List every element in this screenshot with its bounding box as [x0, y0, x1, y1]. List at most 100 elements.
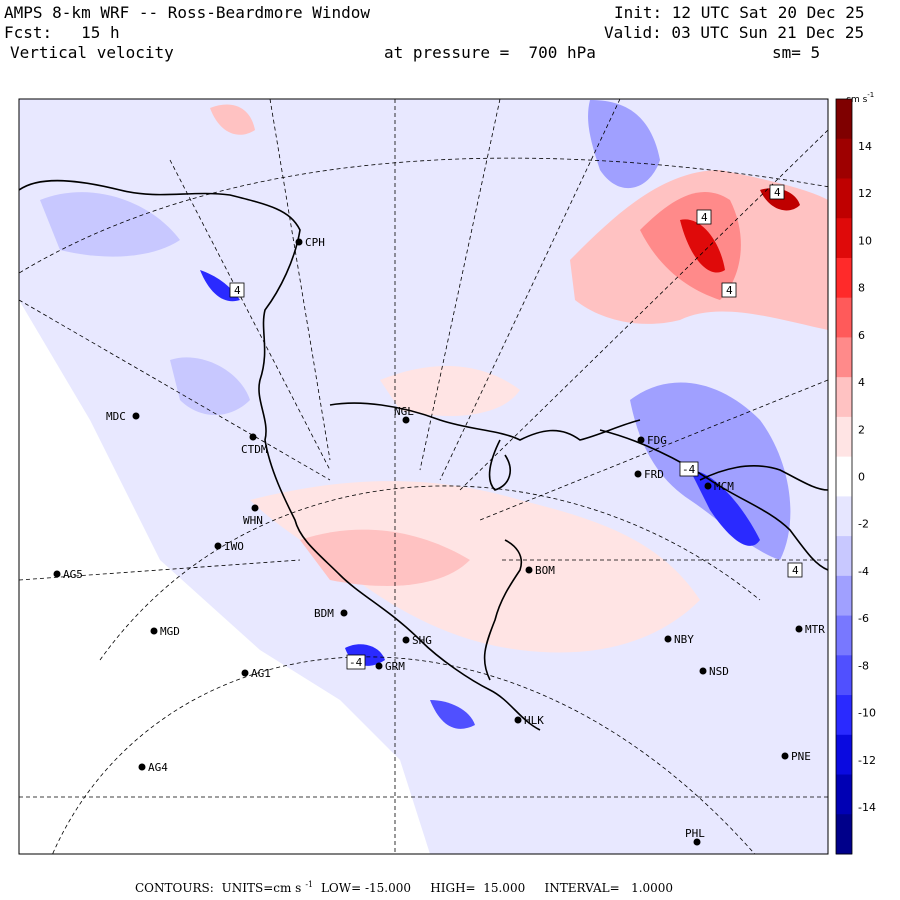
colorbar-tick-label: 14 [858, 140, 872, 153]
station-label: GRM [385, 660, 405, 673]
contour-label: 4 [792, 564, 799, 577]
colorbar-swatch [836, 99, 852, 140]
negative-cell-hlk [430, 700, 475, 729]
station-label: CTDM [241, 443, 268, 456]
station-marker [214, 542, 222, 550]
colorbar-tick-label: 10 [858, 234, 872, 247]
contour-label: -4 [349, 656, 363, 669]
station-label: BDM [314, 607, 334, 620]
station-label: HLK [524, 714, 544, 727]
negative-field-nw [40, 192, 180, 257]
station-label: WHN [243, 514, 263, 527]
colorbar-tick-label: -4 [858, 565, 869, 578]
colorbar-swatch [836, 575, 852, 617]
colorbar-frame [835, 98, 853, 855]
contour-label: -4 [682, 463, 696, 476]
station-marker [249, 433, 257, 441]
graticule [19, 99, 828, 854]
positive-field-ne-peak [680, 219, 725, 273]
colorbar-tick-label: 2 [858, 423, 865, 436]
contour-label: 4 [774, 186, 781, 199]
station-label: AG5 [63, 568, 83, 581]
colorbar-swatch [836, 337, 852, 378]
no-data-region [19, 300, 430, 854]
positive-field-shelf [250, 481, 700, 653]
station-marker [340, 609, 348, 617]
valid-time: Valid: 03 UTC Sun 21 Dec 25 [604, 23, 865, 42]
variable-name: Vertical velocity [10, 43, 174, 62]
colorbar-swatch [836, 416, 852, 458]
positive-field-north [380, 366, 520, 416]
station-label: PHL [685, 827, 705, 840]
colorbar-tick-label: -8 [858, 659, 869, 672]
init-time: Init: 12 UTC Sat 20 Dec 25 [614, 3, 865, 22]
station-marker [251, 504, 259, 512]
station-marker [637, 436, 645, 444]
contour-labels: 4 4 4 4 -4 -4 4 [229, 184, 803, 670]
footer-units: UNITS=cm s -1 [221, 880, 314, 895]
forecast-hour: Fcst: 15 h [4, 23, 120, 42]
pressure-level: at pressure = 700 hPa [384, 43, 596, 62]
station-marker [402, 416, 410, 424]
positive-field-shelf-core [300, 529, 470, 586]
negative-field-west [170, 357, 250, 415]
colorbar-tick-label: -2 [858, 518, 869, 531]
station-marker [699, 667, 707, 675]
station-label: NGL [394, 405, 414, 418]
footer-contours: CONTOURS: [135, 881, 214, 895]
contour-label: 4 [234, 284, 241, 297]
station-marker [664, 635, 672, 643]
station-marker [704, 482, 712, 490]
colorbar-swatch [836, 297, 852, 338]
negative-field-top [588, 100, 660, 189]
station-marker [132, 412, 140, 420]
station-marker [53, 570, 61, 578]
station-label: NBY [674, 633, 694, 646]
colorbar-tick-label: 8 [858, 282, 865, 295]
colorbar-tick-label: -14 [858, 801, 876, 814]
colorbar-swatches [836, 99, 852, 855]
station-label: MGD [160, 625, 180, 638]
station-label: PNE [791, 750, 811, 763]
colorbar-swatch [836, 377, 852, 418]
station-marker [402, 636, 410, 644]
station-marker [138, 763, 146, 771]
footer: CONTOURS: UNITS=cm s -1 LOW= -15.000 HIGH… [135, 880, 677, 895]
colorbar-units: cm s-1 [846, 91, 874, 105]
station-label: MCM [714, 480, 734, 493]
station-marker [525, 566, 533, 574]
colorbar-ticks: 14 12 10 8 6 4 2 0 -2 -4 -6 -8 -10 -12 -14 [858, 140, 876, 814]
colorbar-swatch [836, 774, 852, 815]
station-label: IWO [224, 540, 244, 553]
colorbar-tick-label: 4 [858, 376, 865, 389]
colorbar-swatch [836, 615, 852, 656]
smoothing-value: sm= 5 [772, 43, 821, 62]
station-label: MDC [106, 410, 126, 423]
station-marker [795, 625, 803, 633]
positive-cell-top [210, 104, 255, 135]
colorbar-tick-label: -12 [858, 754, 876, 767]
colorbar-swatch [836, 734, 852, 776]
footer-low: LOW= -15.000 [320, 881, 412, 895]
station-marker [634, 470, 642, 478]
map-frame [18, 98, 829, 855]
colorbar: cm s-1 14 12 10 8 6 4 2 0 -2 -4 -6 -8 -10 -12 -14 [835, 91, 876, 855]
colorbar-tick-label: -6 [858, 612, 869, 625]
colorbar-swatch [836, 655, 852, 696]
station-marker [241, 669, 249, 677]
colorbar-tick-label: 12 [858, 187, 872, 200]
colorbar-swatch [836, 456, 852, 497]
station-marker [781, 752, 789, 760]
colorbar-swatch [836, 695, 852, 736]
station-label: BOM [535, 564, 555, 577]
contour-label: 4 [701, 211, 708, 224]
colorbar-swatch [836, 814, 852, 855]
station-marker [375, 662, 383, 670]
footer-interval: INTERVAL= 1.0000 [544, 881, 674, 895]
colorbar-swatch [836, 496, 852, 537]
station-label: CPH [305, 236, 325, 249]
station-label: AG4 [148, 761, 168, 774]
contour-label: 4 [726, 284, 733, 297]
station-marker [150, 627, 158, 635]
station-label: MTR [805, 623, 825, 636]
